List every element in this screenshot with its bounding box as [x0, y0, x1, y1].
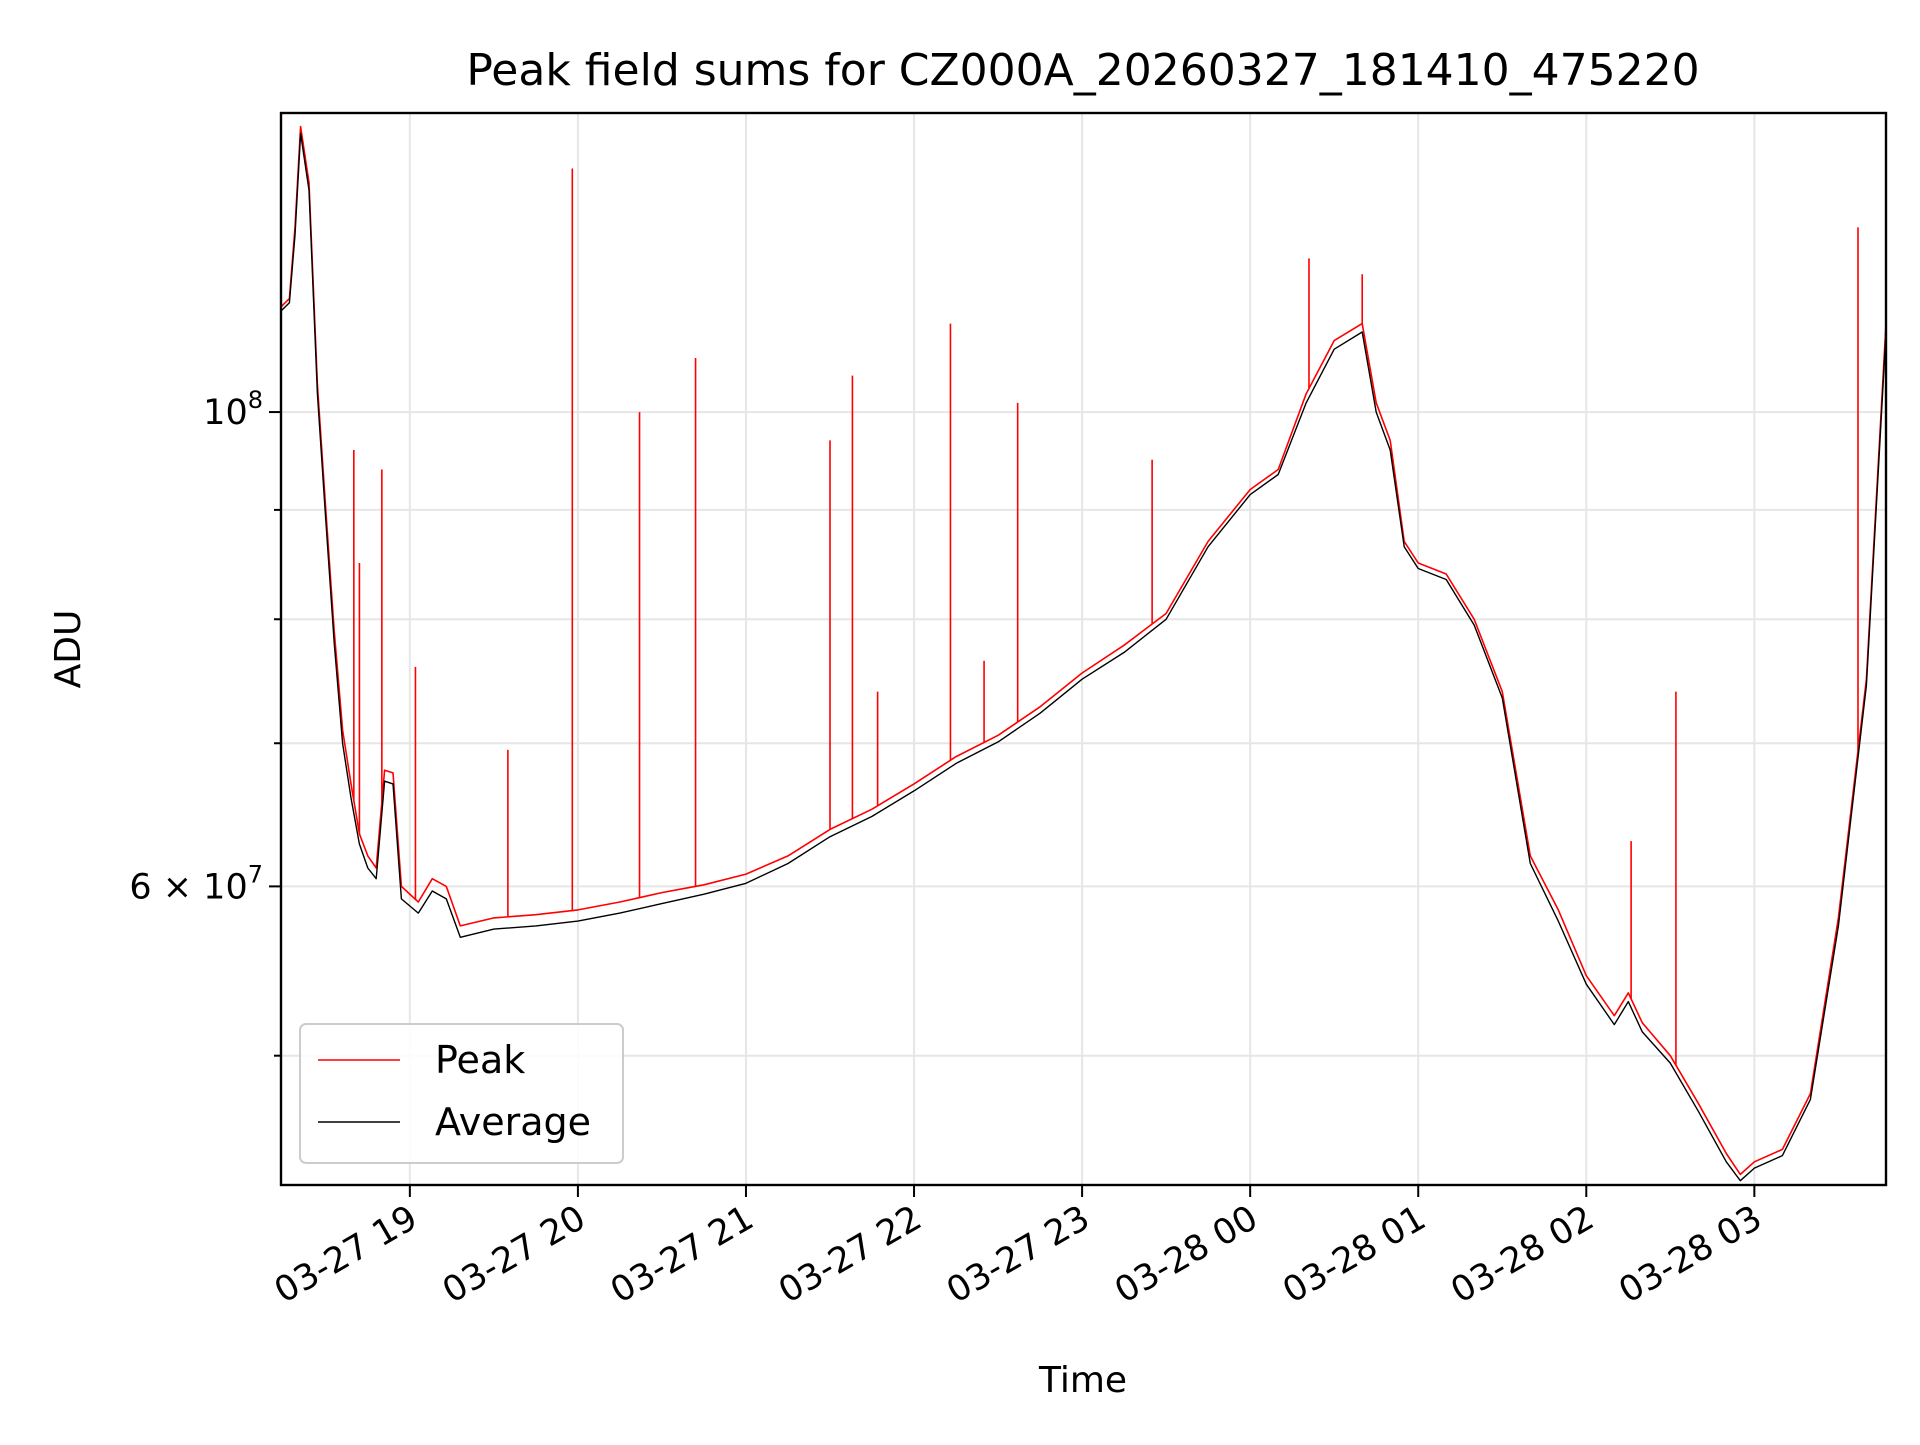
series-line-average	[281, 132, 1886, 1182]
y-tick-label: 108	[203, 386, 263, 433]
legend-box	[299, 1023, 624, 1164]
legend-label-peak: Peak	[435, 1038, 525, 1082]
plot-area	[281, 125, 1886, 1182]
y-axis-label: ADU	[48, 610, 89, 689]
y-tick-label: 6 × 107	[129, 860, 263, 907]
grid-lines	[281, 113, 1886, 1185]
axes-frame	[279, 111, 1888, 1187]
legend: Peak Average	[299, 1023, 624, 1164]
legend-label-average: Average	[435, 1100, 591, 1144]
x-axis-label: Time	[1038, 1360, 1127, 1401]
y-axis: 6 × 107 108	[129, 386, 281, 1057]
chart-title: Peak field sums for CZ000A_20260327_1814…	[466, 45, 1699, 96]
